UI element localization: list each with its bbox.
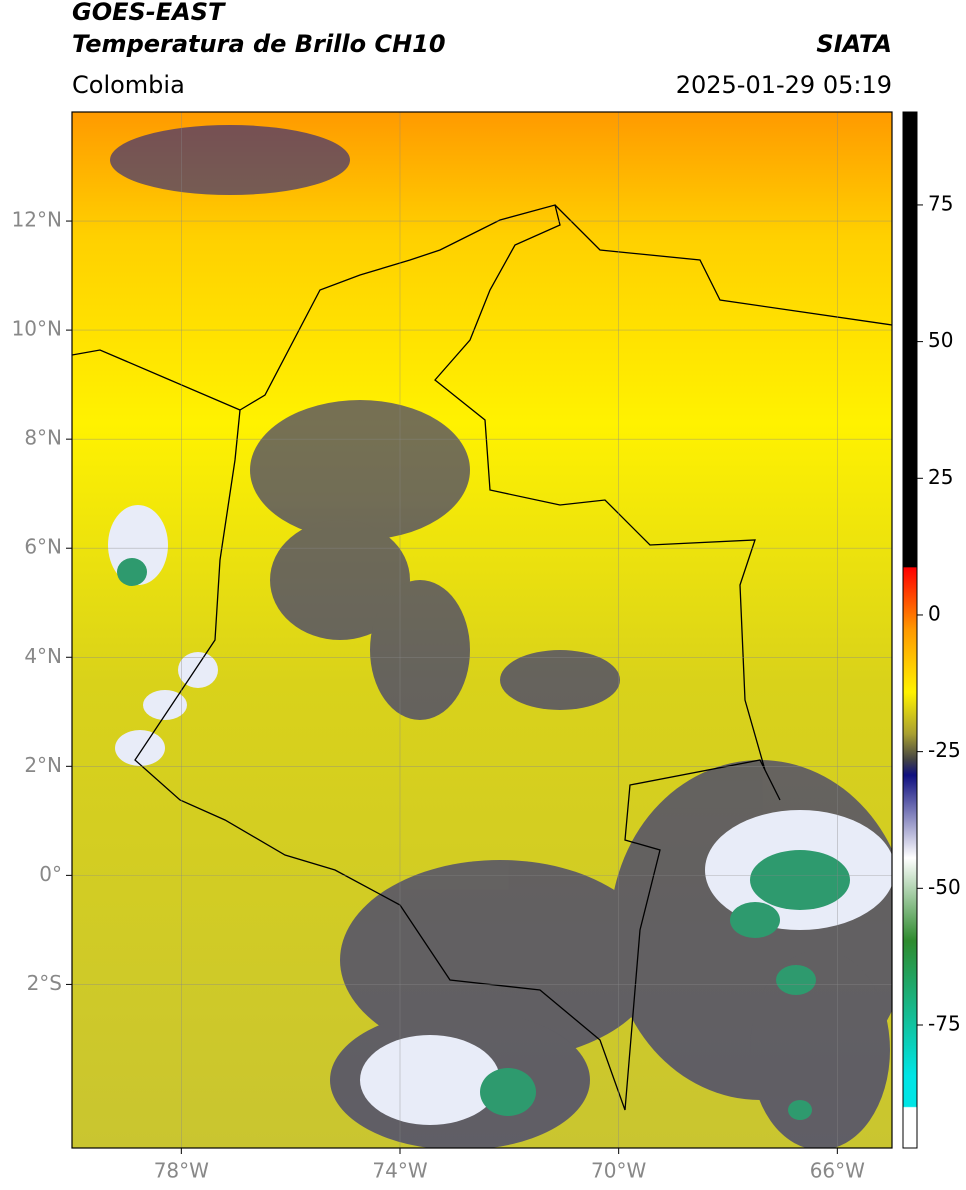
colorbar-tick-label: 50 — [928, 328, 953, 352]
x-tick-label: 74°W — [372, 1159, 427, 1183]
subtitle: Temperatura de Brillo CH10 — [72, 30, 446, 58]
region: Colombia — [72, 71, 185, 99]
y-tick-label: 0° — [39, 862, 62, 886]
source: SIATA — [816, 30, 892, 58]
colorbar-tick-label: 0 — [928, 601, 941, 625]
y-tick-label: 6°N — [24, 535, 62, 559]
colorbar-tick-label: -75 — [928, 1011, 961, 1035]
y-tick-label: 12°N — [12, 208, 62, 232]
y-tick-label: 4°N — [24, 644, 62, 668]
y-tick-label: 2°N — [24, 753, 62, 777]
imagery — [72, 112, 892, 1148]
map-frame — [71, 111, 893, 1149]
colorbar-tick-label: 75 — [928, 191, 953, 215]
y-tick-label: 8°N — [24, 426, 62, 450]
x-tick-label: 66°W — [810, 1159, 865, 1183]
colorbar-tick-label: 25 — [928, 465, 953, 489]
y-tick-label: 2°S — [27, 971, 62, 995]
x-tick-label: 78°W — [154, 1159, 209, 1183]
datetime: 2025-01-29 05:19 — [676, 71, 892, 99]
title: GOES-EAST — [72, 0, 226, 26]
colorbar-tick-label: -25 — [928, 738, 961, 762]
colorbar-tick-label: -50 — [928, 875, 961, 899]
colorbar — [902, 111, 918, 1149]
x-tick-label: 70°W — [591, 1159, 646, 1183]
y-tick-label: 10°N — [12, 317, 62, 341]
